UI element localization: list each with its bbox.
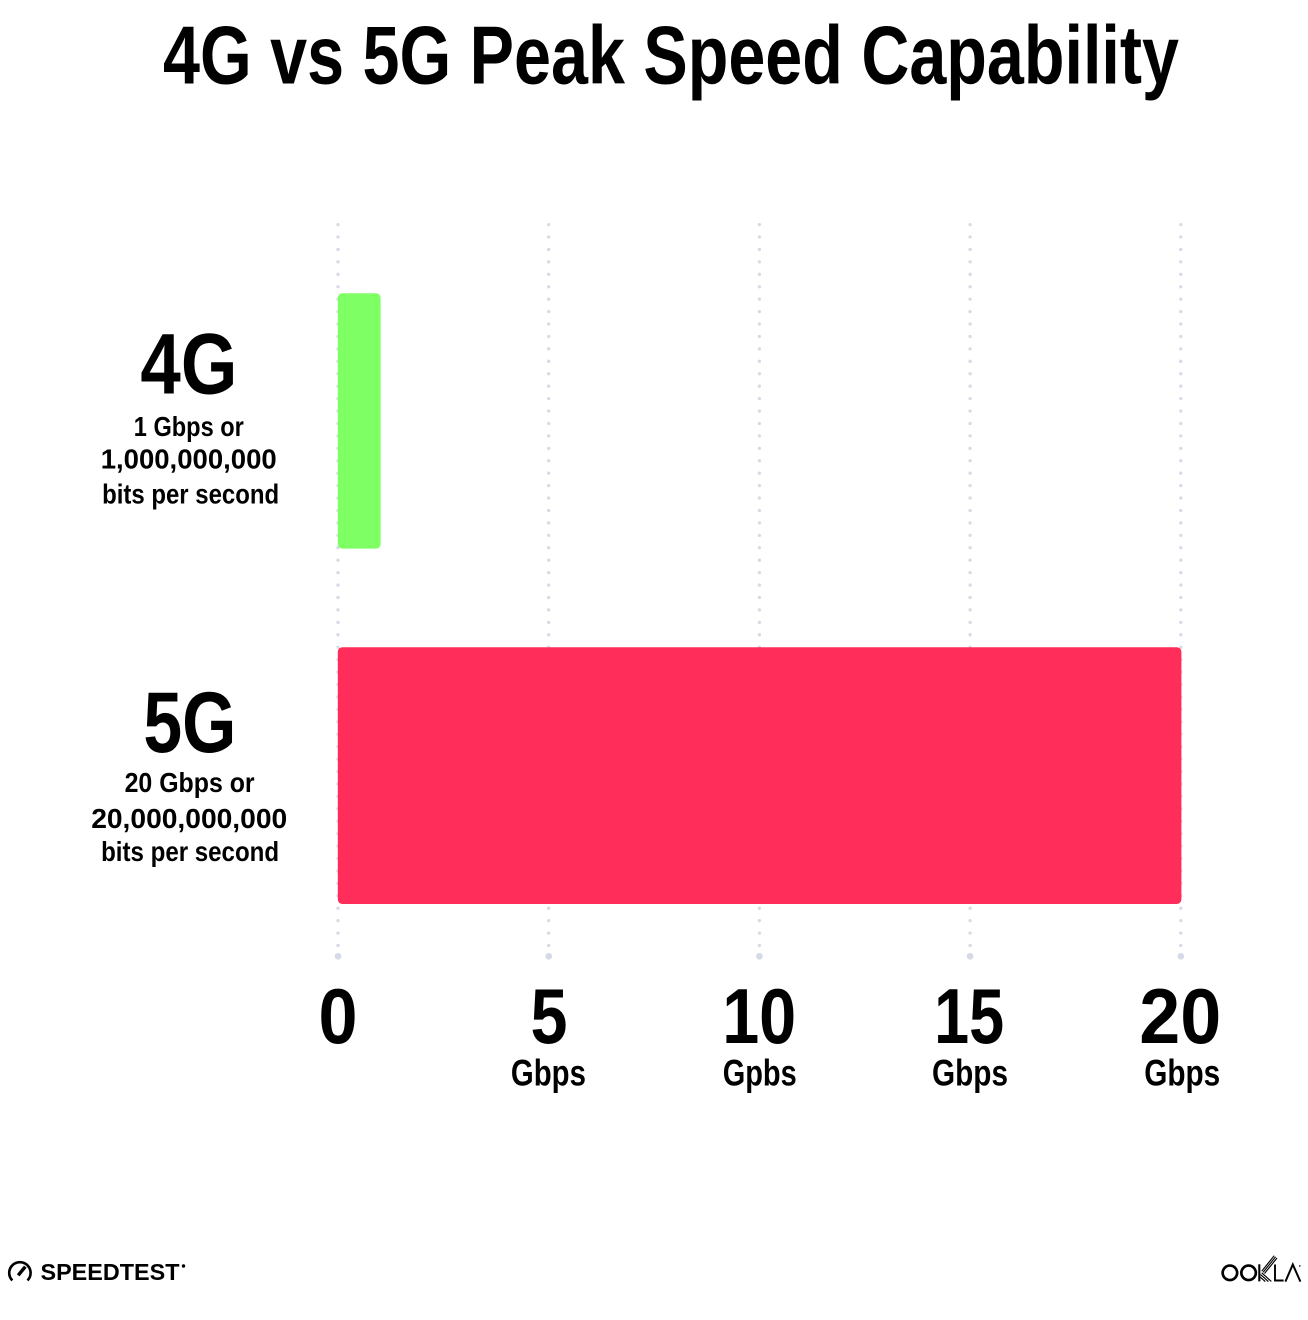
- svg-text:15: 15: [934, 974, 1004, 1060]
- svg-text:Gbps: Gbps: [511, 1051, 586, 1093]
- svg-text:4G: 4G: [140, 316, 237, 412]
- svg-text:5: 5: [531, 974, 568, 1060]
- svg-text:5G: 5G: [143, 675, 236, 771]
- svg-text:10: 10: [722, 974, 796, 1060]
- svg-text:bits per second: bits per second: [102, 478, 279, 510]
- svg-text:Gpbs: Gpbs: [723, 1051, 797, 1093]
- svg-text:20,000,000,000: 20,000,000,000: [91, 802, 287, 834]
- svg-text:20: 20: [1139, 974, 1221, 1060]
- svg-text:4G vs 5G Peak Speed Capability: 4G vs 5G Peak Speed Capability: [163, 9, 1179, 101]
- svg-text:Gbps: Gbps: [1144, 1051, 1220, 1093]
- svg-text:SPEEDTEST: SPEEDTEST: [41, 1259, 180, 1285]
- svg-text:1,000,000,000: 1,000,000,000: [101, 443, 277, 475]
- svg-text:Gbps: Gbps: [932, 1051, 1008, 1093]
- svg-text:1 Gbps or: 1 Gbps or: [134, 410, 244, 442]
- svg-text:bits per second: bits per second: [101, 835, 279, 867]
- svg-text:20 Gbps or: 20 Gbps or: [125, 766, 255, 798]
- svg-text:0: 0: [319, 974, 358, 1060]
